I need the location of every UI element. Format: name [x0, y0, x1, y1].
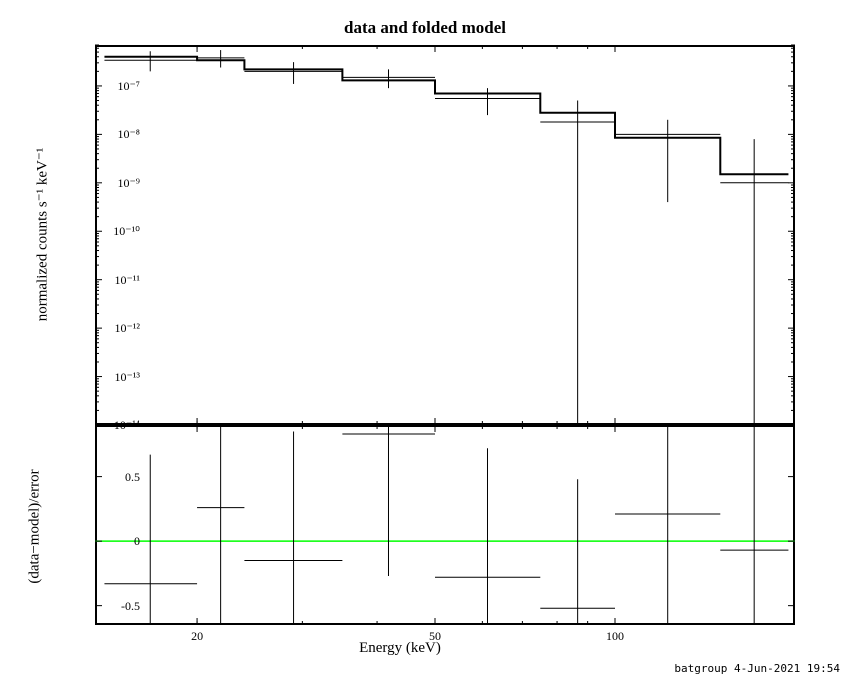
ytick-top: 10⁻¹²	[114, 321, 140, 336]
ytick-top: 10⁻⁷	[117, 79, 140, 94]
xtick: 20	[191, 629, 203, 644]
bottom-ylabel: (data−model)/error	[27, 469, 44, 583]
plot-container	[95, 45, 795, 625]
ytick-top: 10⁻¹³	[114, 370, 140, 385]
ytick-bot: -0.5	[121, 599, 140, 614]
ytick-top: 10⁻⁸	[117, 127, 140, 142]
footer-text: batgroup 4-Jun-2021 19:54	[674, 662, 840, 675]
top-ylabel: normalized counts s⁻¹ keV⁻¹	[32, 148, 51, 322]
ytick-bot: 0.5	[125, 470, 140, 485]
model-step	[104, 57, 788, 175]
ytick-top: 10⁻¹¹	[114, 273, 140, 288]
xtick: 100	[606, 629, 624, 644]
plot-svg	[95, 45, 795, 625]
ytick-top: 10⁻¹⁴	[114, 418, 140, 433]
chart-title: data and folded model	[344, 18, 506, 38]
xtick: 50	[429, 629, 441, 644]
ytick-top: 10⁻⁹	[117, 176, 140, 191]
ytick-bot: 0	[134, 534, 140, 549]
ytick-top: 10⁻¹⁰	[113, 224, 140, 239]
